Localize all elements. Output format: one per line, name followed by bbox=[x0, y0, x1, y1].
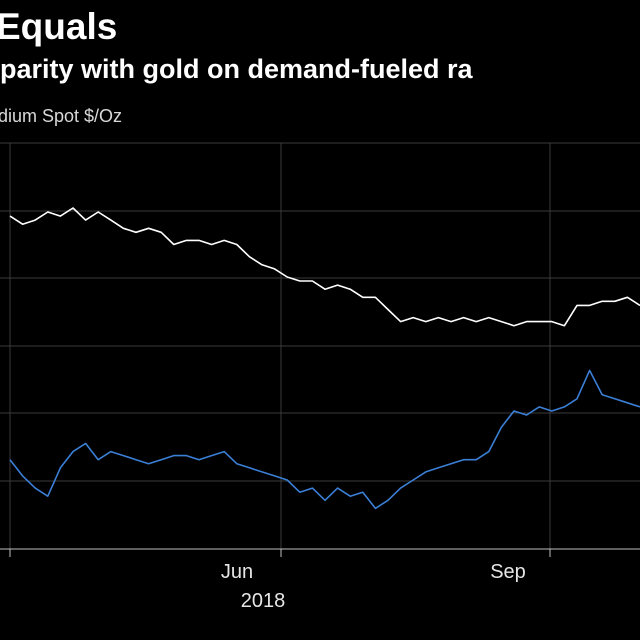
series-lines bbox=[9, 207, 640, 510]
x-tick-label-0: Jun bbox=[221, 561, 253, 583]
tick-labels: Jun Sep 2018 bbox=[221, 561, 526, 612]
chart-title: Equals bbox=[0, 6, 118, 47]
series-line-1 bbox=[9, 369, 640, 510]
axes bbox=[0, 548, 640, 557]
chart-subtitle: parity with gold on demand-fueled ra bbox=[0, 54, 473, 84]
x-tick-label-1: Sep bbox=[490, 561, 526, 583]
series-line-0 bbox=[9, 207, 640, 327]
x-year-label: 2018 bbox=[241, 590, 286, 612]
legend-label: dium Spot $/Oz bbox=[0, 106, 123, 126]
grid bbox=[0, 142, 640, 549]
